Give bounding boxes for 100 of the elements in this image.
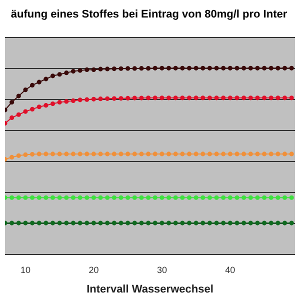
point (36, 195, 42, 200)
point (152, 220, 158, 226)
point (166, 152, 172, 156)
point (139, 96, 144, 100)
point (173, 66, 178, 70)
point (200, 152, 206, 156)
point (57, 220, 62, 226)
point (173, 152, 178, 156)
point (10, 195, 14, 200)
point (112, 195, 116, 200)
point (214, 152, 219, 156)
point (139, 66, 144, 71)
point (132, 152, 137, 156)
point (152, 96, 158, 100)
point (78, 220, 82, 226)
point (152, 152, 158, 156)
point (262, 96, 267, 100)
point (221, 220, 226, 226)
point (10, 220, 14, 226)
point (255, 220, 260, 226)
point (30, 220, 35, 226)
point (248, 66, 253, 70)
point (70, 220, 76, 226)
point (255, 96, 260, 100)
point (166, 66, 172, 70)
point (57, 100, 62, 105)
point (248, 96, 253, 100)
point (234, 96, 240, 100)
point (221, 66, 226, 70)
point (228, 195, 232, 200)
point (126, 152, 130, 156)
point (36, 152, 42, 156)
point (118, 220, 124, 226)
point (126, 66, 130, 71)
point (173, 195, 178, 200)
point (112, 96, 116, 101)
point (160, 195, 164, 200)
point (78, 98, 82, 102)
point (57, 152, 62, 156)
point (180, 195, 185, 200)
point (282, 220, 288, 226)
point (228, 152, 232, 156)
point (166, 195, 172, 200)
point (50, 152, 56, 156)
point (64, 220, 69, 226)
point (70, 152, 76, 156)
point (98, 66, 103, 72)
point (146, 96, 151, 100)
point (160, 152, 164, 156)
point (64, 99, 69, 104)
point (289, 195, 294, 200)
point (214, 195, 219, 200)
point (242, 96, 246, 100)
point (78, 68, 82, 73)
point (194, 152, 198, 156)
point (207, 96, 212, 100)
point (98, 195, 103, 200)
point (139, 195, 144, 200)
point (200, 195, 206, 200)
point (146, 220, 151, 226)
point (160, 66, 164, 70)
point (242, 152, 246, 156)
point (262, 195, 267, 200)
point (132, 66, 137, 71)
point (186, 195, 192, 200)
point (23, 88, 28, 92)
point (228, 96, 232, 100)
point (64, 152, 69, 156)
point (180, 220, 185, 226)
point (98, 152, 103, 156)
point (44, 195, 48, 200)
point (118, 152, 124, 156)
point (214, 96, 219, 100)
point (242, 220, 246, 226)
point (200, 66, 206, 70)
point (242, 66, 246, 70)
point (30, 152, 35, 157)
point (118, 96, 124, 101)
point (152, 66, 158, 70)
point (248, 195, 253, 200)
point (242, 195, 246, 200)
point (194, 220, 198, 226)
x-tick-label: 40 (225, 264, 236, 275)
point (228, 66, 232, 70)
point (234, 220, 240, 226)
point (84, 97, 90, 102)
point (282, 152, 288, 156)
point (166, 96, 172, 100)
x-tick-label: 30 (156, 264, 167, 275)
point (16, 112, 21, 117)
point (50, 195, 56, 200)
point (268, 195, 274, 200)
point (200, 220, 206, 226)
point (16, 220, 21, 226)
point (70, 98, 76, 103)
point (23, 220, 28, 226)
point (194, 96, 198, 100)
point (186, 152, 192, 156)
point (36, 104, 42, 110)
point (173, 220, 178, 226)
